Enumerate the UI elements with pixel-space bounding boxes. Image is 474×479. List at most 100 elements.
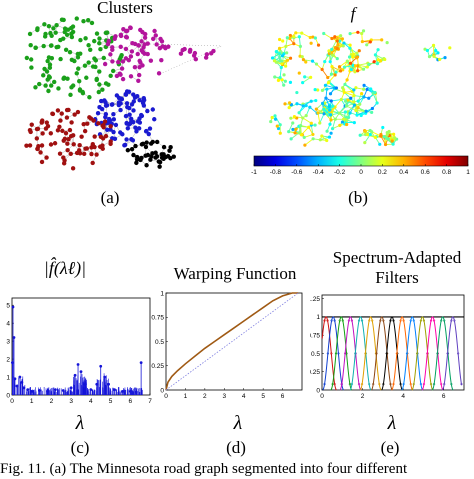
graph-edge [304,138,314,146]
cluster-node-black [153,150,158,155]
filter-marker [338,319,341,322]
cluster-node-red [81,151,87,157]
signal-node [372,60,376,64]
spectrum-ytick-label: 0 [6,392,10,399]
cluster-node-magenta [110,59,115,64]
spectrum-stem-head [20,381,24,384]
cluster-node-green [53,30,58,35]
signal-node [292,34,296,39]
signal-node [345,78,349,82]
signal-node [297,35,301,39]
cluster-node-green [90,64,96,69]
signal-node [347,115,351,120]
signal-node [285,51,289,55]
cluster-node-red [38,150,43,155]
cluster-node-green [110,68,116,74]
signal-node [352,52,356,56]
cluster-node-green [28,42,33,48]
signal-node [329,113,333,117]
signal-node [327,104,331,109]
cluster-node-red [101,125,106,130]
spectrum-stem-head [83,382,87,386]
graph-edge [279,67,282,78]
panel-d-xlabel: λ [233,412,243,434]
signal-node [316,88,320,92]
panel-e-caption: (e) [380,438,400,457]
signal-node [378,142,382,146]
cluster-node-black [168,144,173,150]
colorbar-tick-label: -0.4 [313,169,325,176]
cluster-node-red [55,128,61,133]
cluster-node-blue [141,103,147,108]
cluster-node-green [44,69,50,74]
filter-curve [330,316,353,391]
signal-node [272,59,277,63]
cluster-node-red [52,141,58,146]
signal-node [311,137,315,141]
cluster-node-blue [103,99,108,105]
cluster-node-red [43,126,49,131]
cluster-node-green [58,37,63,43]
filter-marker [395,352,399,355]
cluster-node-green [47,62,53,67]
graph-edge [319,113,325,124]
signal-node [334,86,338,90]
cluster-node-blue [139,113,145,119]
cluster-node-magenta [142,35,148,40]
signal-node [273,114,277,118]
signal-node [285,58,290,62]
signal-node [392,132,396,136]
signal-node [342,65,347,69]
filters-ytick-label: 0.25 [310,369,320,376]
signal-node [280,54,285,58]
signal-node [373,90,377,95]
signal-node [294,127,298,131]
filters-ytick-label: 0.75 [310,332,320,339]
signal-node [273,117,278,121]
signal-node [279,65,283,70]
cluster-node-magenta [136,43,142,48]
warping-ytick-label: 0.25 [151,363,164,370]
filter-curve [322,316,344,391]
cluster-node-green [108,73,113,79]
signal-node [324,96,328,100]
signal-node [322,107,326,111]
cluster-node-blue [152,117,157,122]
cluster-node-magenta [128,25,133,30]
warping-xtick-label: 0 [164,393,168,400]
cluster-node-blue [131,99,137,104]
cluster-node-red [24,143,29,148]
signal-node [438,57,442,61]
spectrum-stem-head [89,388,93,392]
spectrum-xtick-label: 7 [148,398,152,405]
cluster-node-red [66,137,71,142]
cluster-node-blue [147,126,153,131]
signal-node [330,65,334,69]
spectrum-ytick-label: 3 [6,338,10,345]
panel-e-title-line2: Filters [375,268,419,287]
signal-node [313,88,317,92]
cluster-node-black [143,153,148,158]
signal-node [341,86,345,90]
graph-edge [344,91,355,96]
graph-edge [322,103,330,111]
graph-edge [317,112,321,124]
cluster-node-blue [123,113,129,119]
signal-node [436,51,440,55]
signal-node [327,49,331,53]
signal-node [344,104,349,108]
cluster-node-red [64,115,70,120]
filter-marker [326,319,329,322]
spectrum-xtick-label: 1 [30,398,34,405]
spectrum-xtick-label: 4 [89,398,93,405]
cluster-node-magenta [139,39,144,44]
filters-xtick-label: 6 [442,393,446,400]
signal-node [308,35,312,40]
cluster-node-magenta [140,49,146,55]
signal-node [329,118,333,122]
cluster-node-red [90,142,95,147]
cluster-node-magenta [153,33,158,38]
signal-node [345,59,349,63]
cluster-node-blue [109,102,115,107]
signal-node [383,57,387,62]
